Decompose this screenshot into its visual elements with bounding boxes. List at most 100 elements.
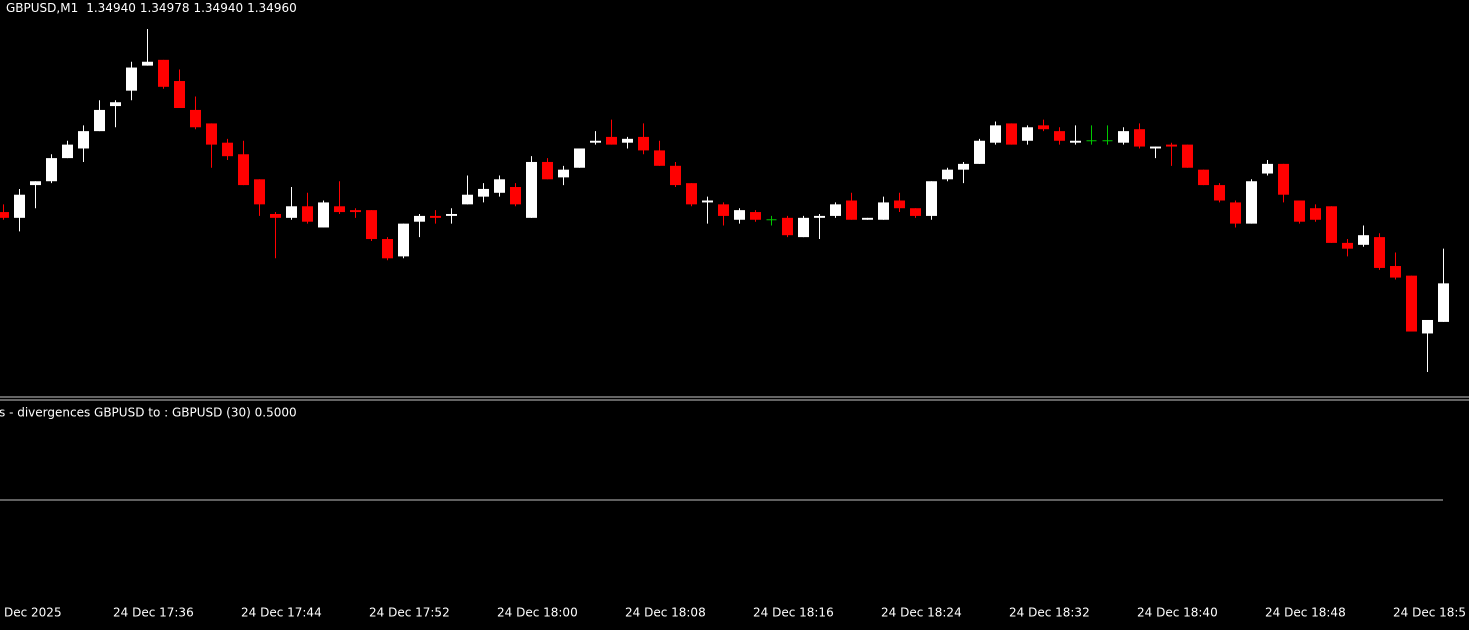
candle-body (286, 206, 297, 218)
candle-body (990, 125, 1001, 143)
candle-body (1422, 319, 1433, 334)
ohlc-label: 1.34940 (193, 1, 243, 15)
candle-body (238, 154, 249, 186)
candle-body (1326, 206, 1337, 243)
candle-body (430, 215, 441, 218)
candle-body (1006, 123, 1017, 145)
x-tick-label: 24 Dec 18:24 (881, 606, 962, 620)
candle-body (558, 169, 569, 178)
candle-body (654, 150, 665, 166)
candle-body (638, 136, 649, 151)
candle-body (974, 140, 985, 164)
x-tick-label: 24 Dec 18:32 (1009, 606, 1090, 620)
candle-body (798, 217, 809, 238)
candle-body (1406, 275, 1417, 332)
candle-body (1150, 146, 1161, 149)
candle-body (1342, 242, 1353, 249)
x-tick-label: Dec 2025 (4, 606, 62, 620)
candle-body (1182, 144, 1193, 168)
x-tick-label: 24 Dec 18:48 (1265, 606, 1346, 620)
candle-body (94, 109, 105, 132)
candle-body (254, 179, 265, 205)
candle-body (158, 59, 169, 87)
candle-body (702, 200, 713, 203)
candle-body (366, 210, 377, 240)
candle-body (270, 213, 281, 218)
candle-body (382, 239, 393, 259)
candle-body (846, 200, 857, 220)
candle-body (446, 213, 457, 216)
candle-body (958, 163, 969, 170)
candle-body (0, 212, 9, 218)
candle-body (590, 140, 601, 143)
indicator-label: s - divergences GBPUSD to : GBPUSD (30) … (0, 406, 297, 420)
candle-body (1230, 202, 1241, 224)
x-tick-label: 24 Dec 18:00 (497, 606, 578, 620)
candle-body (462, 194, 473, 205)
candle-body (510, 187, 521, 205)
candle-body (718, 204, 729, 216)
candle-body (14, 194, 25, 218)
candle-body (110, 102, 121, 107)
candle-body (1038, 125, 1049, 130)
candle-body (1278, 163, 1289, 195)
candle-body (478, 188, 489, 197)
symbol: GBPUSD,M1 (6, 1, 78, 15)
candle-body (1438, 283, 1449, 322)
candle-body (1246, 181, 1257, 224)
candle-body (1358, 235, 1369, 245)
candle-body (1294, 200, 1305, 222)
candle-body (318, 202, 329, 228)
candle-body (734, 210, 745, 220)
candle-body (222, 142, 233, 157)
candle-body (78, 131, 89, 149)
candle-body (302, 206, 313, 222)
candle-body (1214, 185, 1225, 201)
candle-body (942, 169, 953, 180)
candle-body (1022, 127, 1033, 141)
x-tick-label: 24 Dec 18:40 (1137, 606, 1218, 620)
candle-body (622, 138, 633, 143)
candle-body (190, 109, 201, 128)
candle-body (1374, 237, 1385, 268)
candle-body (46, 158, 57, 182)
candle-body (542, 161, 553, 180)
candle-body (750, 212, 761, 220)
candle-body (1198, 169, 1209, 186)
candle-body (606, 136, 617, 145)
ohlc-label: 1.34978 (140, 1, 190, 15)
candle-body (1134, 129, 1145, 147)
candle-body (878, 202, 889, 220)
candle-body (30, 181, 41, 186)
x-tick-label: 24 Dec 18:08 (625, 606, 706, 620)
candle-body (1070, 140, 1081, 143)
candle-body (1166, 144, 1177, 147)
candle-body (398, 223, 409, 257)
x-tick-label: 24 Dec 17:52 (369, 606, 450, 620)
candle-body (414, 215, 425, 222)
candle-body (62, 144, 73, 159)
candle-body (894, 200, 905, 209)
candle-body (670, 165, 681, 186)
chart-header: GBPUSD,M1 1.34940 1.34978 1.34940 1.34960 (6, 1, 297, 15)
candle-body (526, 161, 537, 218)
x-tick-label: 24 Dec 17:36 (113, 606, 194, 620)
candle-body (814, 215, 825, 218)
candle-body (174, 81, 185, 109)
x-tick-label: 24 Dec 18:5 (1393, 606, 1466, 620)
candle-body (574, 148, 585, 168)
candle-body (494, 179, 505, 193)
candle-body (1390, 266, 1401, 278)
candle-body (1310, 208, 1321, 220)
candle-body (910, 208, 921, 216)
candle-body (1054, 131, 1065, 141)
candle-body (686, 183, 697, 205)
candle-body (206, 123, 217, 145)
candle-body (782, 217, 793, 236)
candle-body (350, 210, 361, 213)
candle-body (334, 206, 345, 213)
candle-body (126, 67, 137, 91)
